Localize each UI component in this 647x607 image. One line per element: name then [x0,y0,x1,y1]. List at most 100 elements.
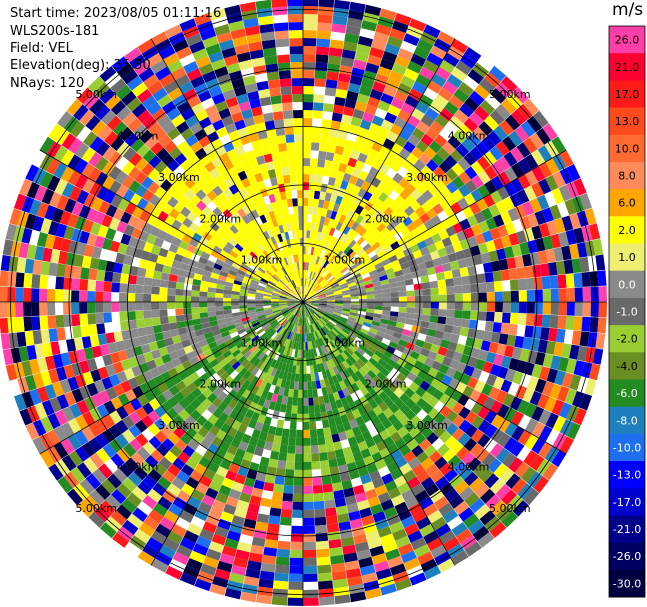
velocity-gate [234,243,244,252]
velocity-gate [181,108,195,121]
velocity-gate [361,412,371,424]
velocity-gate [242,259,252,268]
velocity-gate [296,287,301,295]
velocity-gate [36,386,50,403]
velocity-gate [511,426,525,442]
velocity-gate [172,189,184,202]
velocity-gate [413,217,424,228]
velocity-gate [196,20,214,34]
velocity-gate [298,222,303,231]
velocity-gate [221,545,237,557]
velocity-gate [251,429,261,439]
velocity-gate [184,403,196,416]
velocity-gate [399,403,411,415]
velocity-gate [383,263,393,271]
velocity-gate [81,441,96,458]
velocity-gate [409,331,419,339]
velocity-gate [273,273,281,281]
velocity-gate [247,90,260,102]
velocity-gate [274,369,281,379]
velocity-gate [259,318,268,324]
velocity-gate [271,151,281,162]
velocity-gate [224,538,239,550]
velocity-gate [471,367,483,380]
velocity-gate [300,254,303,263]
velocity-gate [350,307,359,311]
velocity-gate [392,528,408,541]
velocity-gate [300,302,303,310]
velocity-gate [377,492,391,504]
velocity-gate [295,341,299,350]
velocity-gate [334,297,343,301]
velocity-gate [362,481,375,493]
velocity-gate [383,386,394,397]
velocity-gate [168,243,179,254]
velocity-gate [435,66,451,81]
velocity-gate [143,277,153,287]
velocity-gate [190,171,203,184]
velocity-gate [475,448,490,463]
velocity-gate [390,302,399,307]
velocity-gate [470,347,481,359]
velocity-gate [283,355,289,364]
velocity-gate [208,541,224,554]
velocity-gate [384,112,398,124]
velocity-gate [427,350,438,361]
velocity-gate [148,468,162,483]
velocity-gate [377,358,388,368]
velocity-gate [26,405,40,423]
velocity-gate [41,188,55,205]
velocity-gate [469,477,484,492]
velocity-gate [317,320,324,328]
velocity-gate [381,283,390,290]
velocity-gate [492,322,502,333]
velocity-gate [296,429,303,438]
velocity-gate [158,346,169,357]
velocity-gate [215,126,228,139]
velocity-gate [423,146,437,160]
velocity-gate [261,334,270,342]
velocity-gate [270,320,279,328]
velocity-gate [268,401,277,411]
velocity-gate [234,448,246,459]
velocity-gate [287,273,293,282]
velocity-gate [357,288,367,294]
velocity-gate [264,289,273,294]
velocity-gate [96,269,106,282]
velocity-gate [247,419,258,429]
velocity-gate [61,182,75,198]
velocity-gate [541,276,551,290]
velocity-gate [531,149,546,166]
velocity-gate [323,284,331,290]
velocity-gate [166,107,181,121]
velocity-gate [88,268,98,281]
velocity-gate [463,365,475,377]
velocity-gate [417,240,428,250]
velocity-gate [438,294,447,302]
velocity-gate [167,288,176,296]
velocity-gate [223,305,232,311]
velocity-gate [463,471,479,486]
velocity-gate [484,473,500,489]
velocity-gate [227,444,238,456]
velocity-gate [289,38,303,47]
velocity-gate [522,337,533,350]
azimuth-spoke [302,38,456,303]
velocity-gate [510,302,519,313]
range-ring-label: 3.00km [158,171,200,184]
velocity-gate [256,287,265,292]
velocity-gate [293,389,299,398]
velocity-gate [269,176,278,187]
velocity-gate [311,263,316,272]
velocity-gate [71,278,81,291]
velocity-gate [484,180,497,194]
velocity-gate [369,470,382,482]
velocity-gate [414,544,431,558]
velocity-gate [291,246,296,255]
velocity-gate [391,449,404,462]
velocity-gate [60,438,75,455]
velocity-gate [215,302,224,307]
velocity-gate [299,357,303,366]
velocity-gate [332,153,343,163]
velocity-gate [267,219,275,229]
